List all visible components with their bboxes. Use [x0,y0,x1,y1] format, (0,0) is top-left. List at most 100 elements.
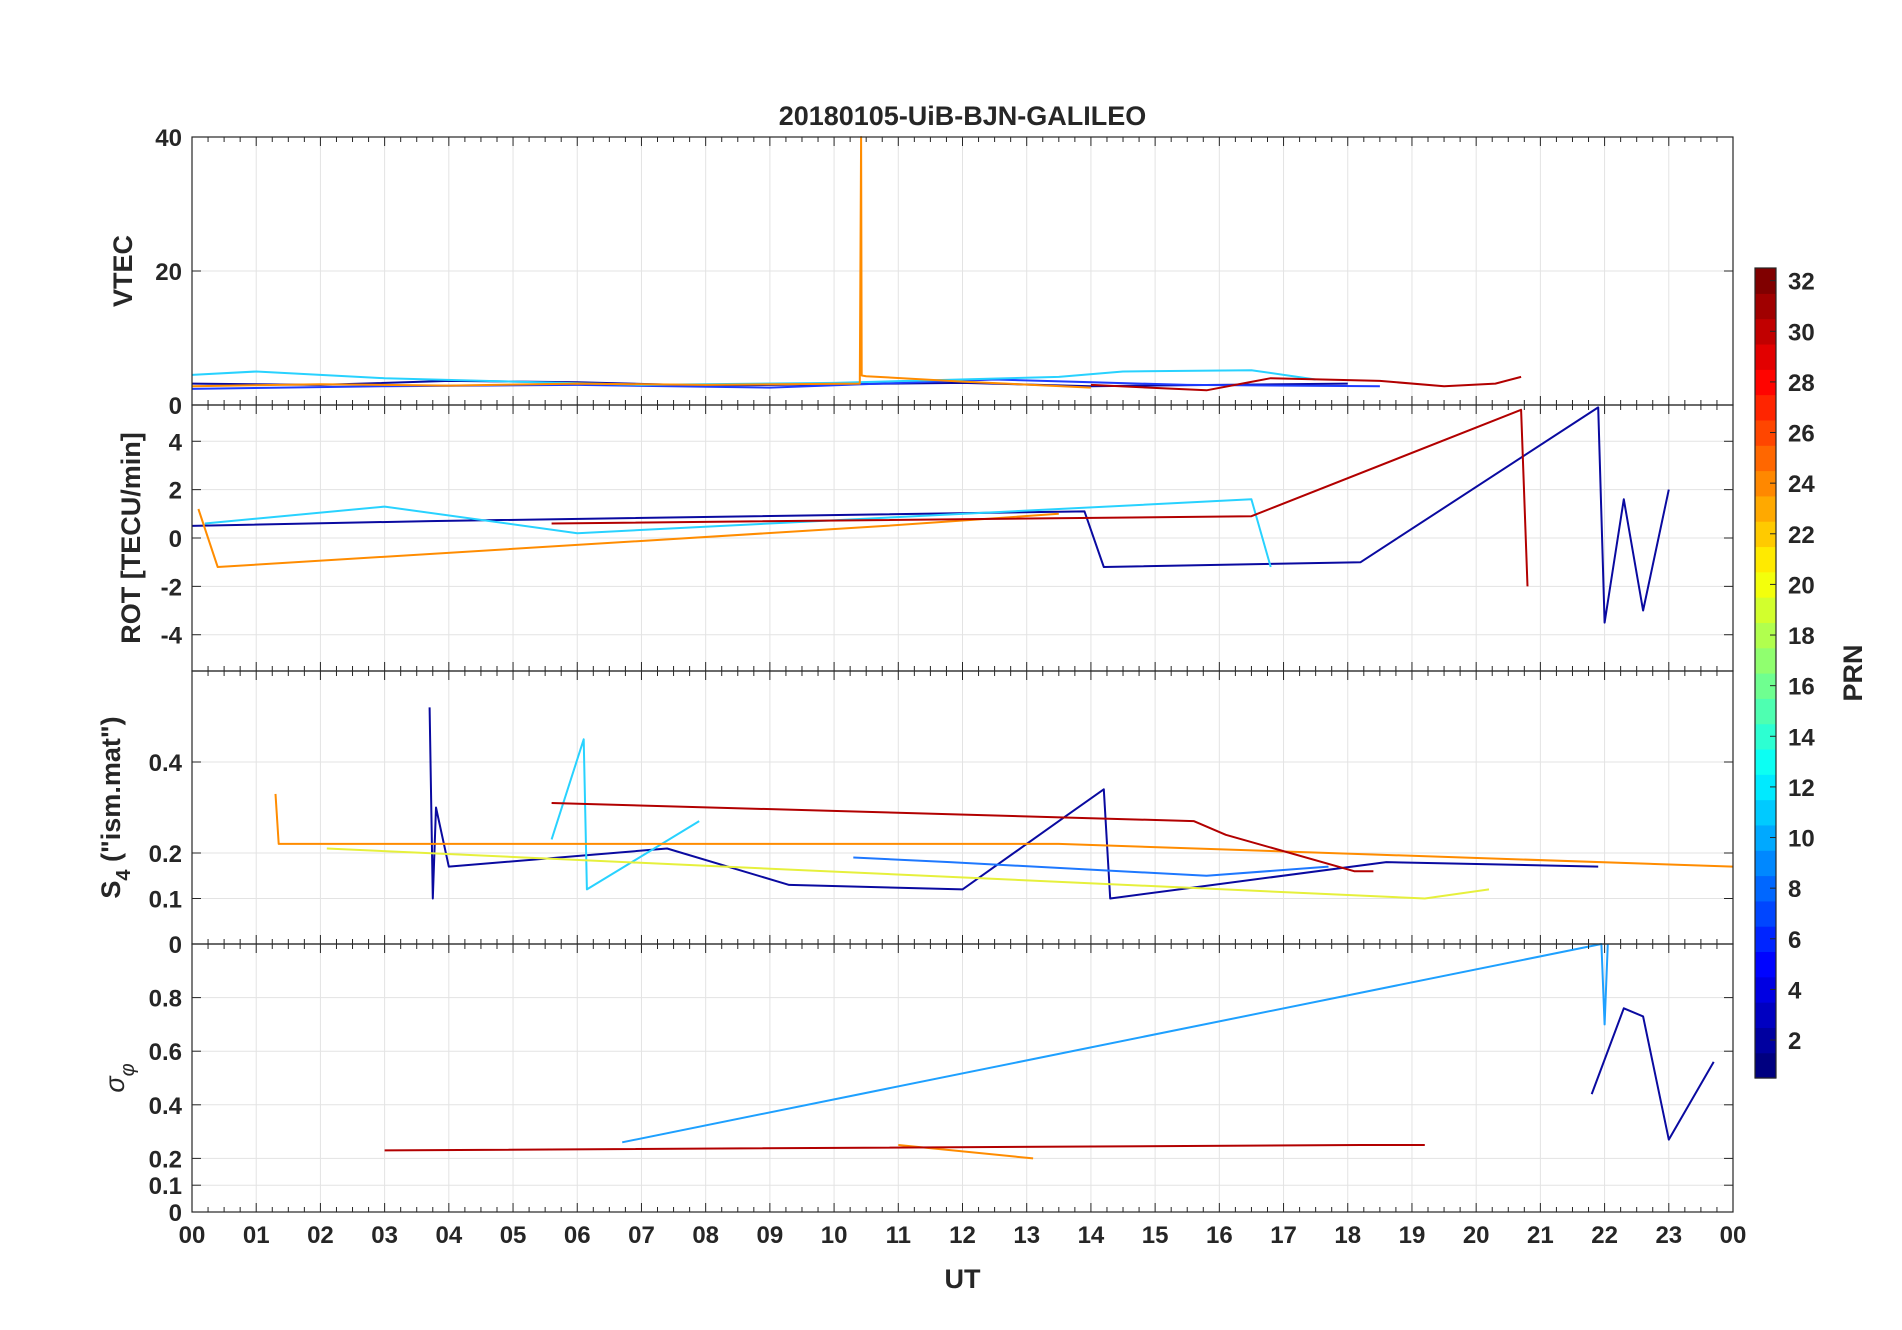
x-tick-label: 15 [1142,1222,1169,1249]
x-tick-label: 22 [1591,1222,1618,1249]
y-axis-label-main: σ [100,1075,130,1093]
x-axis-label: UT [945,1264,981,1294]
x-ticks-vtec [191,136,1734,406]
x-tick-label: 16 [1206,1222,1233,1249]
x-tick-label: 06 [564,1222,591,1249]
colorbar-segment [1755,850,1776,877]
series-line [274,793,1734,868]
x-tick-label: 20 [1463,1222,1490,1249]
y-axis-label-main: S [96,881,126,899]
panel-rot: -4 -2 0 2 4 ROT [TECU/min] [116,404,1734,672]
colorbar-tick-label: 20 [1788,572,1815,599]
series-line [551,802,1374,873]
x-tick-label: 02 [307,1222,334,1249]
colorbar-segment [1755,799,1776,826]
x-tick-label: 00 [179,1222,206,1249]
x-tick-label: 18 [1334,1222,1361,1249]
y-tick-label: 0.4 [149,1093,183,1120]
y-tick-label: -2 [161,574,182,601]
y-tick-label: 0.4 [149,750,183,777]
y-tick-label: 0.1 [149,887,182,914]
series-line [204,498,1272,568]
colorbar-segment [1755,824,1776,851]
series-line [1590,1007,1715,1141]
colorbar-segment [1755,951,1776,978]
x-tick-label: 12 [949,1222,976,1249]
colorbar-segment [1755,571,1776,598]
colorbar-tick-label: 4 [1788,977,1802,1004]
x-tick-label: 19 [1399,1222,1426,1249]
colorbar-segment [1755,900,1776,927]
colorbar-tick-label: 8 [1788,876,1801,903]
colorbar-tick-label: 30 [1788,319,1815,346]
x-tick-label: 21 [1527,1222,1554,1249]
colorbar-segment [1755,698,1776,725]
x-tick-label: 03 [371,1222,398,1249]
y-tick-label: 40 [155,125,182,152]
x-ticks-s4 [191,671,1734,945]
colorbar-segment [1755,445,1776,472]
colorbar-label: PRN [1838,644,1868,701]
colorbar-segment [1755,622,1776,649]
colorbar-tick-label: 12 [1788,775,1815,802]
series-line [1090,375,1522,392]
colorbar-tick-label: 16 [1788,674,1815,701]
y-tick-label: 0 [169,932,182,959]
colorbar-tick-label: 18 [1788,623,1815,650]
colorbar-frame [1754,267,1777,1079]
panels: 02040VTEC20180105-UiB-BJN-GALILEO-4-2024… [96,101,1746,1294]
x-tick-label: 09 [757,1222,784,1249]
colorbar-tick-label: 28 [1788,370,1815,397]
colorbar-tick-label: 14 [1788,724,1815,751]
x-tick-label: 13 [1013,1222,1040,1249]
colorbar-segment [1755,268,1776,294]
series-line [428,707,1599,900]
series-line [191,378,1380,390]
colorbar-segment [1755,343,1776,370]
x-tick-label: 04 [435,1222,462,1249]
colorbar-tick-label: 10 [1788,826,1815,853]
series-line [384,1144,1425,1152]
colorbar-segment [1755,470,1776,497]
colorbar-segment [1755,774,1776,801]
y-tick-label: -4 [161,623,183,650]
colorbar-segment [1755,369,1776,396]
colorbar-segment [1755,748,1776,775]
y-tick-label: 20 [155,259,182,286]
y-tick-label: 2 [169,478,182,505]
y-tick-label: 0.8 [149,986,182,1013]
colorbar-segment [1755,293,1776,320]
colorbar-segment [1755,1027,1776,1054]
y-tick-label: 0.2 [149,1146,182,1173]
colorbar-segment [1755,318,1776,345]
y-axis-label: σφ [100,1063,139,1092]
colorbar-tick-label: 24 [1788,471,1815,498]
colorbar-tick-label: 2 [1788,1028,1801,1055]
y-axis-label-subscript: φ [117,1063,139,1076]
x-tick-label: 01 [243,1222,270,1249]
colorbar-segment [1755,419,1776,446]
y-axis-label: ROT [TECU/min] [116,432,146,643]
series-line [191,136,1091,389]
y-axis-label-subscript: 4 [113,869,135,881]
x-ticks-sigma_phi [191,944,1734,1213]
series-line [853,856,1329,877]
x-ticks-rot [191,405,1734,671]
y-axis-label-rest: ("ism.mat") [96,716,126,869]
series-line [550,738,700,891]
series-line [191,406,1670,624]
series-line [551,408,1529,587]
colorbar-tick-label: 6 [1788,927,1801,954]
colorbar-segment [1755,875,1776,902]
colorbar-tick-label: 22 [1788,522,1815,549]
y-axis-label: S4 ("ism.mat") [96,716,135,898]
y-tick-label: 0 [169,393,182,420]
y-tick-label: 0 [169,526,182,553]
y-tick-label: 4 [169,429,183,456]
x-tick-label: 23 [1655,1222,1682,1249]
x-tick-label: 05 [500,1222,527,1249]
x-tick-label: 14 [1078,1222,1105,1249]
chart-title: 20180105-UiB-BJN-GALILEO [779,101,1147,131]
x-tick-label: 17 [1270,1222,1297,1249]
